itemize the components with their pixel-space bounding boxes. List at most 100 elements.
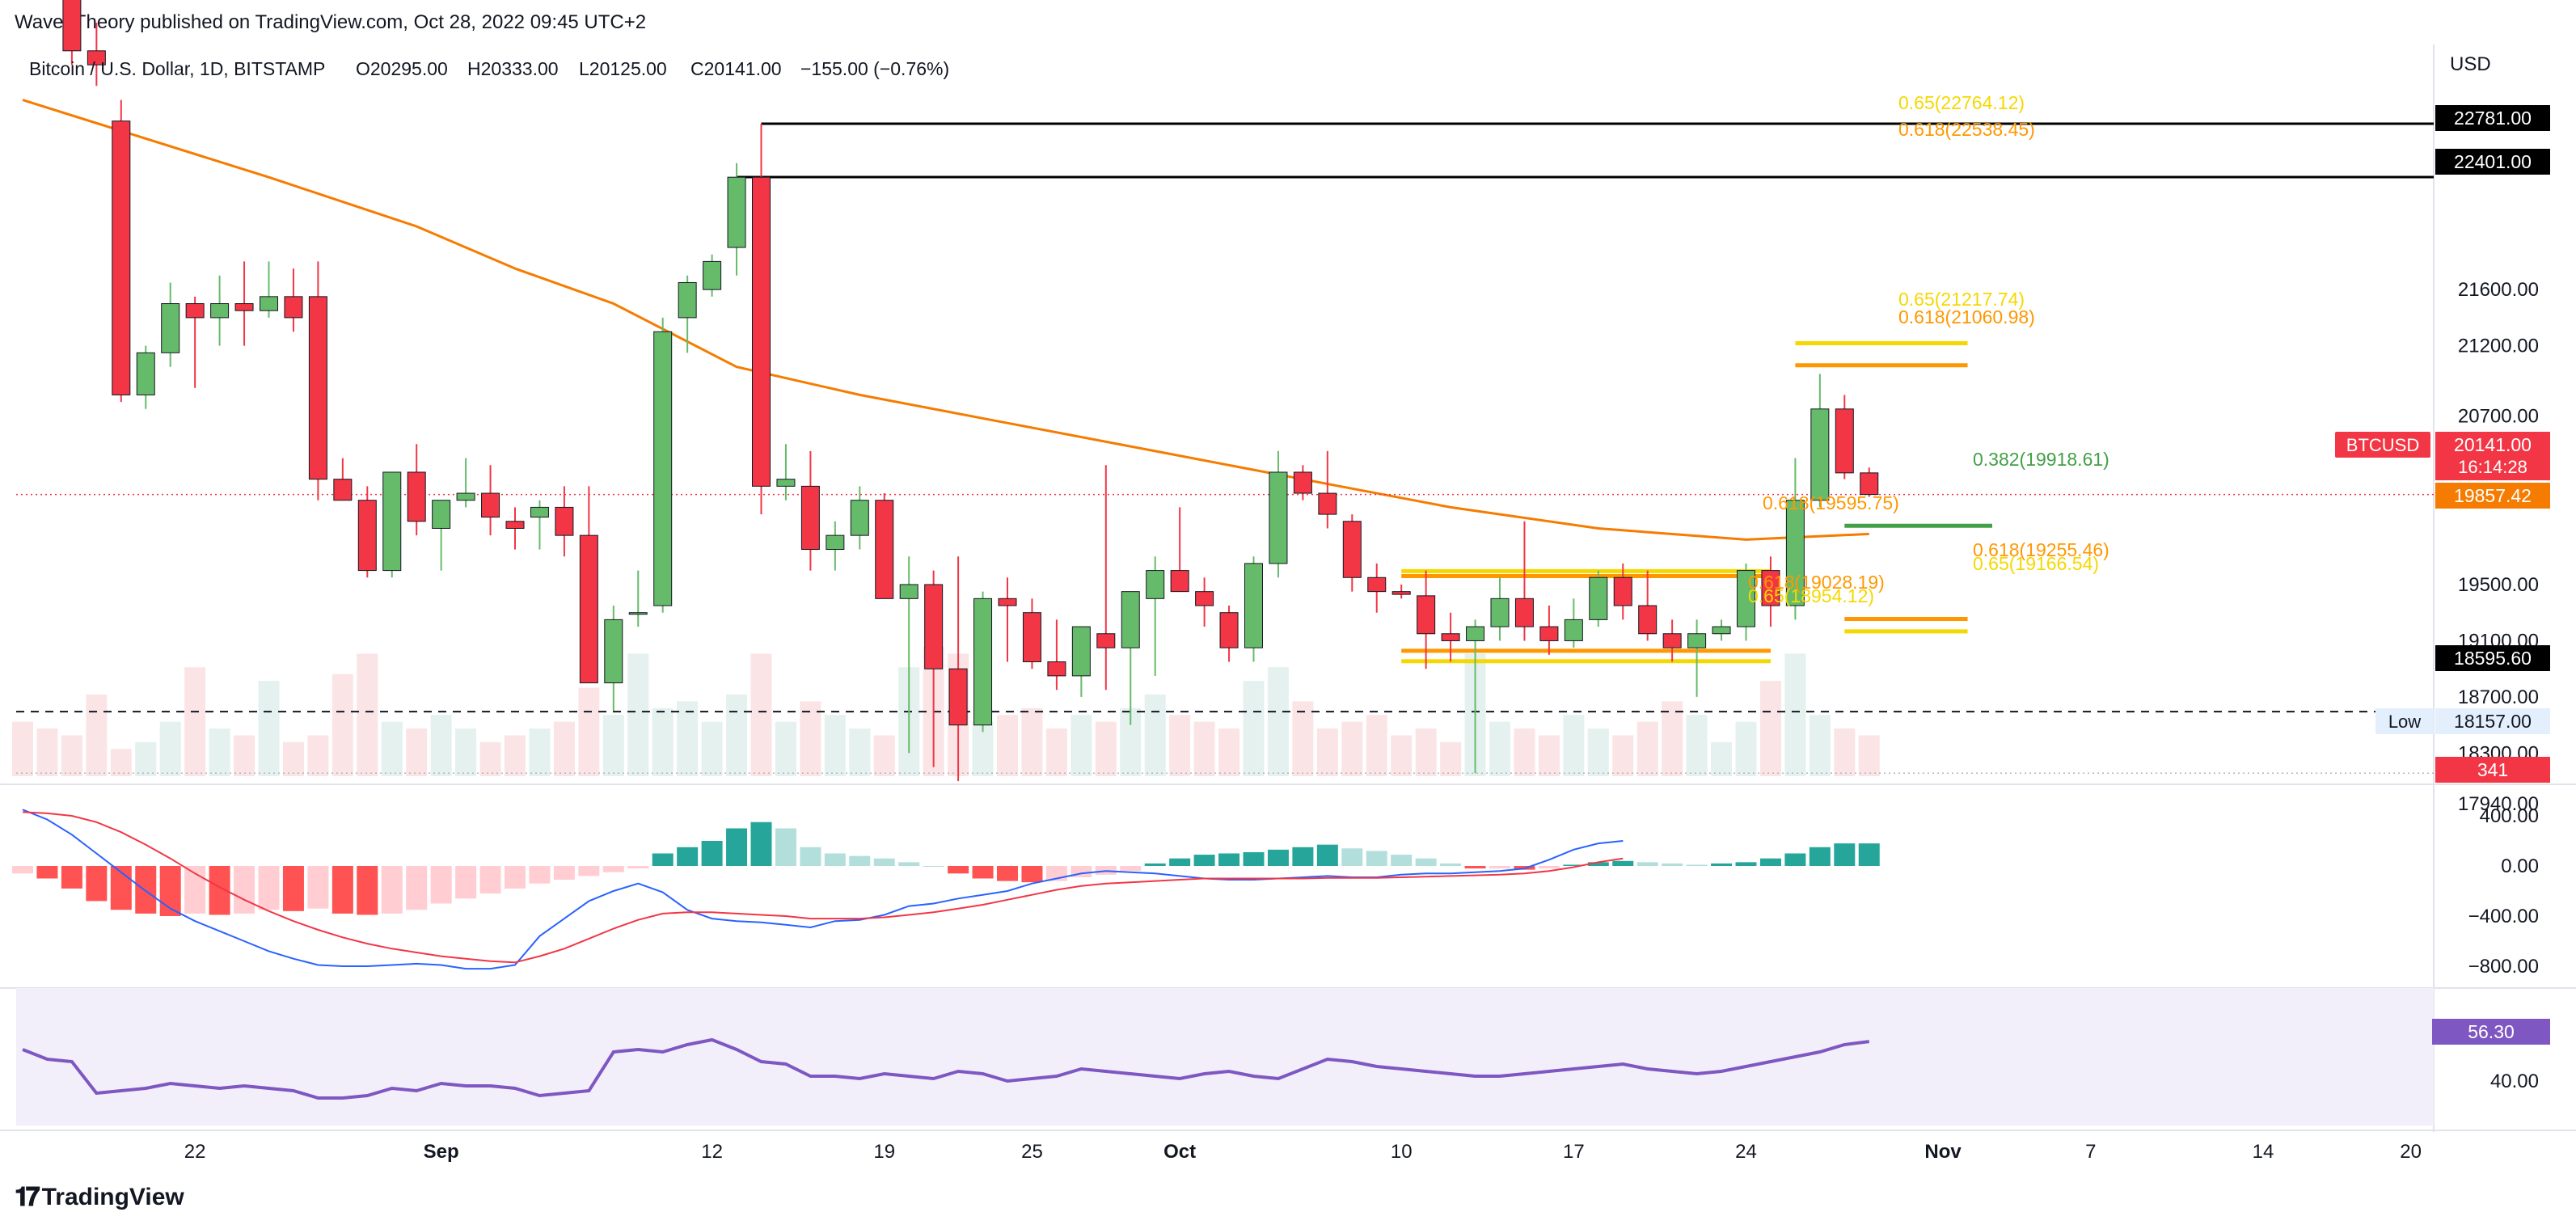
candle[interactable] [161, 282, 180, 367]
candle-body [1146, 570, 1165, 599]
legend-open: O20295.00 [356, 58, 448, 79]
candle[interactable] [973, 591, 993, 733]
candle[interactable] [1466, 619, 1485, 774]
candle[interactable] [653, 317, 673, 613]
candle[interactable] [1293, 465, 1312, 500]
candle[interactable] [432, 500, 451, 571]
candle[interactable] [1071, 626, 1091, 697]
tradingview-brand[interactable]: 𝟏𝟕 TradingView [15, 1182, 184, 1213]
macd-histogram-bar [701, 841, 723, 866]
volume-bar [110, 749, 132, 776]
candle[interactable] [136, 345, 155, 409]
candle[interactable] [875, 493, 894, 599]
candle[interactable] [1835, 395, 1854, 479]
candle[interactable] [1269, 450, 1288, 578]
candle[interactable] [1712, 619, 1731, 641]
candle[interactable] [948, 556, 968, 782]
fib-label: 0.65(18954.12) [1748, 585, 1874, 606]
candle[interactable] [87, 23, 106, 87]
candle[interactable] [505, 507, 525, 550]
candle[interactable] [1785, 458, 1805, 620]
candle[interactable] [1860, 467, 1879, 497]
candle[interactable] [185, 296, 205, 388]
candle[interactable] [850, 486, 869, 550]
candle[interactable] [678, 275, 697, 353]
candle-body [1613, 576, 1632, 606]
candle[interactable] [628, 570, 648, 627]
candle[interactable] [333, 458, 353, 501]
candle[interactable] [382, 471, 402, 578]
candle[interactable] [826, 521, 845, 571]
candle[interactable] [752, 124, 771, 515]
candle[interactable] [62, 0, 82, 65]
candle[interactable] [1244, 556, 1263, 662]
candle-body [1441, 633, 1460, 641]
legend-high: H20333.00 [467, 58, 559, 79]
candle[interactable] [112, 99, 131, 403]
volume-bar [1514, 729, 1535, 776]
candle[interactable] [800, 450, 820, 571]
candle-body [1712, 626, 1731, 635]
candle[interactable] [1441, 612, 1460, 662]
candle[interactable] [899, 556, 918, 754]
candle[interactable] [1022, 598, 1041, 669]
candle[interactable] [1613, 563, 1632, 620]
candle[interactable] [1539, 606, 1559, 655]
candle[interactable] [1219, 606, 1239, 662]
candle[interactable] [1737, 563, 1755, 641]
time-tick-label: Oct [1163, 1141, 1196, 1163]
candle[interactable] [260, 261, 278, 318]
candle[interactable] [998, 577, 1017, 662]
candle[interactable] [1638, 570, 1658, 641]
candle[interactable] [579, 486, 598, 684]
candle[interactable] [1047, 619, 1066, 691]
candle[interactable] [776, 444, 796, 500]
macd-histogram-bar [282, 866, 304, 911]
candle[interactable] [1367, 563, 1387, 613]
candle[interactable] [1564, 598, 1583, 648]
macd-histogram-bar [36, 866, 58, 879]
current-price-tag [2435, 432, 2550, 480]
candle[interactable] [1195, 577, 1214, 627]
candle[interactable] [407, 444, 426, 536]
macd-tick-label: −400.00 [2468, 906, 2539, 927]
candle[interactable] [1687, 619, 1707, 697]
candle[interactable] [530, 500, 549, 550]
volume-bar [282, 741, 304, 776]
candle[interactable] [924, 570, 944, 767]
candle[interactable] [1146, 556, 1165, 676]
candle[interactable] [1761, 556, 1780, 627]
candle[interactable] [703, 254, 722, 297]
candle-body [1466, 626, 1485, 641]
macd-histogram-bar [381, 866, 403, 914]
candle[interactable] [1096, 465, 1116, 691]
candle[interactable] [1662, 619, 1682, 662]
candle[interactable] [1121, 591, 1140, 725]
candle[interactable] [1342, 514, 1362, 592]
candle[interactable] [1810, 374, 1830, 508]
candle[interactable] [357, 486, 377, 578]
candle[interactable] [555, 486, 574, 557]
candle[interactable] [210, 275, 230, 346]
candle[interactable] [284, 268, 303, 332]
candle[interactable] [604, 606, 623, 712]
candle[interactable] [1417, 570, 1436, 669]
candle[interactable] [1170, 507, 1189, 593]
candle-body [1096, 633, 1116, 648]
candle[interactable] [1391, 584, 1411, 599]
candle[interactable] [234, 261, 254, 346]
macd-histogram-bar [898, 862, 920, 866]
low-price-text: 18157.00 [2454, 711, 2532, 732]
macd-histogram-bar [726, 828, 748, 866]
candle[interactable] [456, 458, 475, 508]
candle[interactable] [1490, 577, 1510, 641]
candle[interactable] [308, 261, 327, 500]
candle[interactable] [481, 465, 500, 536]
candle[interactable] [727, 163, 746, 276]
candle[interactable] [1514, 521, 1534, 641]
volume-bar [1686, 715, 1708, 776]
volume-bar [997, 715, 1018, 776]
candle[interactable] [1589, 570, 1608, 627]
candle[interactable] [1318, 450, 1337, 529]
